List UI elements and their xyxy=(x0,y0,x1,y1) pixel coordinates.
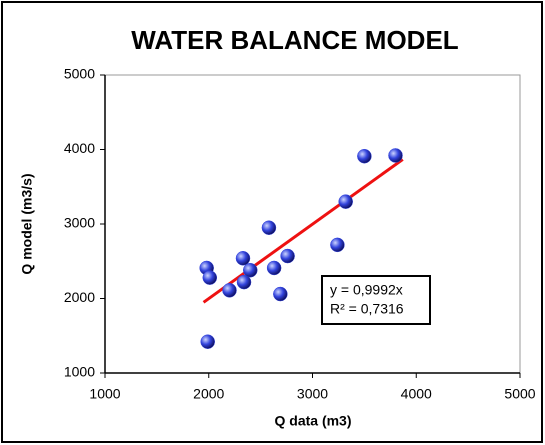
x-tick-label: 1000 xyxy=(89,386,120,402)
point xyxy=(261,220,277,235)
point xyxy=(273,286,288,302)
point xyxy=(235,251,251,266)
point xyxy=(200,334,215,349)
x-tick-label: 4000 xyxy=(401,386,432,402)
point xyxy=(280,248,295,264)
annotation: R² = 0,7316 xyxy=(330,301,404,317)
chart-title: WATER BALANCE MODEL xyxy=(131,25,459,55)
y-tick-label: 1000 xyxy=(64,364,95,380)
trendline xyxy=(202,158,404,304)
y-tick-label: 3000 xyxy=(64,215,95,231)
point xyxy=(357,148,372,164)
point xyxy=(338,194,353,209)
y-tick-label: 5000 xyxy=(64,66,95,82)
x-tick-label: 3000 xyxy=(297,386,328,402)
point xyxy=(388,148,403,163)
point xyxy=(243,262,258,278)
x-tick-label: 2000 xyxy=(193,386,224,402)
point xyxy=(330,237,345,253)
point xyxy=(266,260,282,276)
annotation: y = 0,9992x xyxy=(330,282,403,298)
x-tick-label: 5000 xyxy=(504,386,535,402)
x-axis-label: Q data (m3) xyxy=(274,413,351,429)
y-tick-label: 2000 xyxy=(64,289,95,305)
point xyxy=(202,270,218,285)
point xyxy=(222,283,237,298)
y-tick-label: 4000 xyxy=(64,140,95,156)
point xyxy=(236,274,252,290)
y-axis-label: Q model (m3/s) xyxy=(19,173,35,274)
annotation-box xyxy=(321,275,431,325)
